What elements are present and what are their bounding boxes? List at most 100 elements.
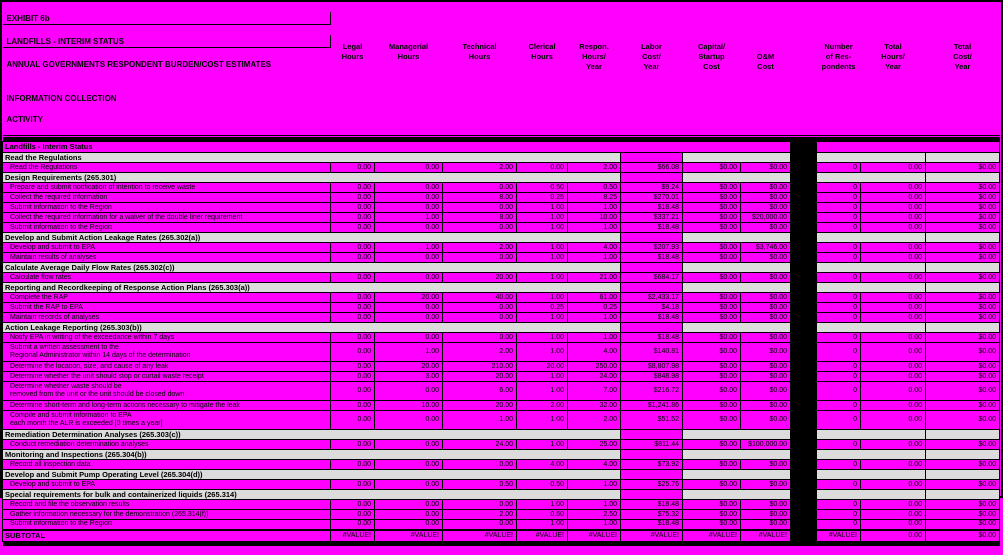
divider-bar: [790, 172, 817, 183]
value-cell-clerical-hours: 1.00: [516, 272, 568, 283]
activity-cell: Submit information to the Region: [2, 519, 331, 530]
value-cell-capital-startup-cost: $0.00: [682, 371, 741, 382]
table-row: Determine whether waste should be remove…: [2, 381, 1000, 401]
divider-bar: [790, 479, 817, 490]
activity-cell: Calculate flow rates: [2, 272, 331, 283]
table-row: Collect the required information 0.00 0.00…: [2, 192, 1000, 203]
value-cell-legal-hours: 0.00: [330, 439, 375, 450]
banner-row: Landfills - Interim Status: [2, 141, 1000, 153]
table-row: Determine short-term and long-term actio…: [2, 400, 1000, 411]
section-cost-cells: [682, 449, 791, 460]
value-cell-number-of-respondents: 0: [816, 439, 861, 450]
section-total-cost-cell: [925, 449, 1000, 460]
value-cell-managerial-hours: 0.00: [374, 459, 443, 470]
value-cell-capital-startup-cost: $0.00: [682, 302, 741, 313]
value-cell-legal-hours: 0.00: [330, 509, 375, 520]
section-row: Special requirements for bulk and contai…: [2, 489, 1000, 500]
value-cell-capital-startup-cost: $0.00: [682, 312, 741, 323]
value-cell-number-of-respondents: 0: [816, 342, 861, 362]
value-cell-total-hours-year: 0.00: [860, 192, 926, 203]
value-cell-om-cost: $0.00: [740, 332, 791, 343]
value-cell-legal-hours: 0.00: [330, 479, 375, 490]
value-cell-labor-cost-year: $216.72: [620, 381, 683, 401]
value-cell-om-cost: $0.00: [740, 479, 791, 490]
value-cell-total-cost-year: $0.00: [925, 459, 1000, 470]
activity-cell: Determine the location, size, and cause …: [2, 361, 331, 372]
section-row: Read the Regulations: [2, 152, 1000, 163]
section-label: Special requirements for bulk and contai…: [2, 489, 621, 500]
value-cell-total-hours-year: 0.00: [860, 242, 926, 253]
section-label: Read the Regulations: [2, 152, 621, 163]
section-row: Action Leakage Reporting (265.303(b)): [2, 322, 1000, 333]
activity-cell: Record all inspection data: [2, 459, 331, 470]
value-cell-total-hours-year: 0.00: [860, 202, 926, 213]
value-cell-total-hours-year: 0.00: [860, 459, 926, 470]
value-cell-om-cost: $100,000.00: [740, 439, 791, 450]
table-row: Develop and submit to EPA 0.00 0.00 0.50 0.5…: [2, 479, 1000, 490]
value-cell-total-cost-year: $0.00: [925, 342, 1000, 362]
value-cell-capital-startup-cost: $0.00: [682, 202, 741, 213]
value-cell-total-hours-year: 0.00: [860, 400, 926, 411]
value-cell-labor-cost-year: $51.52: [620, 410, 683, 430]
value-cell-total-cost-year: $0.00: [925, 272, 1000, 283]
value-cell-number-of-respondents: 0: [816, 162, 861, 173]
value-cell-managerial-hours: 0.00: [374, 332, 443, 343]
divider-bar: [790, 469, 817, 480]
value-cell-total-cost-year: $0.00: [925, 202, 1000, 213]
info-collection-header: INFORMATION COLLECTION: [6, 94, 117, 103]
value-cell-respondent-hours-year: 1.00: [567, 479, 621, 490]
column-header-managerial-hours: Managerial Hours: [374, 2, 443, 135]
divider-bar: [790, 202, 817, 213]
section-labor-cost-cell: [620, 469, 683, 480]
value-cell-capital-startup-cost: $0.00: [682, 509, 741, 520]
value-cell-capital-startup-cost: $0.00: [682, 242, 741, 253]
value-cell-capital-startup-cost: $0.00: [682, 499, 741, 510]
value-cell-number-of-respondents: 0: [816, 371, 861, 382]
value-cell-respondent-hours-year: 1.00: [567, 222, 621, 233]
value-cell-clerical-hours: 1.00: [516, 381, 568, 401]
value-cell-technical-hours: 20.00: [442, 272, 517, 283]
value-cell-labor-cost-year: $18.48: [620, 499, 683, 510]
value-cell-om-cost: $0.00: [740, 459, 791, 470]
activity-cell: Record and file the observation results: [2, 499, 331, 510]
value-cell-legal-hours: 0.00: [330, 519, 375, 530]
activity-cell: Complete the RAP: [2, 292, 331, 303]
divider-bar: [790, 212, 817, 223]
value-cell-clerical-hours: 1.00: [516, 212, 568, 223]
value-cell-om-cost: $0.00: [740, 272, 791, 283]
divider-bar: [790, 192, 817, 203]
section-label: Calculate Average Daily Flow Rates (265.…: [2, 262, 621, 273]
value-cell-total-cost-year: $0.00: [925, 528, 1000, 542]
value-cell-respondent-hours-year: 1.00: [567, 252, 621, 263]
value-cell-labor-cost-year: $140.81: [620, 342, 683, 362]
value-cell-respondent-hours-year: 1.00: [567, 519, 621, 530]
section-labor-cost-cell: [620, 172, 683, 183]
divider-bar: [790, 439, 817, 450]
value-cell-number-of-respondents: 0: [816, 509, 861, 520]
value-cell-labor-cost-year: $207.93: [620, 242, 683, 253]
section-right-cells: [816, 232, 926, 243]
value-cell-technical-hours: 0.00: [442, 302, 517, 313]
table-row: Gather information necessary for the dem…: [2, 509, 1000, 520]
value-cell-total-cost-year: $0.00: [925, 400, 1000, 411]
column-header-legal-hours: Legal Hours: [330, 2, 375, 135]
table-row: Maintain results of analyses 0.00 0.00 0.00…: [2, 252, 1000, 263]
value-cell-labor-cost-year: $811.44: [620, 439, 683, 450]
value-cell-clerical-hours: 0.00: [516, 162, 568, 173]
value-cell-technical-hours: 20.00: [442, 371, 517, 382]
value-cell-legal-hours: 0.00: [330, 361, 375, 372]
value-cell-respondent-hours-year: 4.00: [567, 459, 621, 470]
value-cell-technical-hours: 0.00: [442, 182, 517, 193]
value-cell-om-cost: $0.00: [740, 361, 791, 372]
value-cell-managerial-hours: 20.00: [374, 292, 443, 303]
value-cell-labor-cost-year: $848.98: [620, 371, 683, 382]
value-cell-technical-hours: 0.00: [442, 312, 517, 323]
section-total-cost-cell: [925, 489, 1000, 500]
value-cell-total-cost-year: $0.00: [925, 361, 1000, 372]
value-cell-capital-startup-cost: $0.00: [682, 361, 741, 372]
divider-bar: [790, 509, 817, 520]
column-header-capital-startup-cost: Capital/ Startup Cost: [682, 2, 741, 135]
value-cell-capital-startup-cost: $0.00: [682, 439, 741, 450]
value-cell-managerial-hours: 0.00: [374, 252, 443, 263]
value-cell-clerical-hours: 1.00: [516, 499, 568, 510]
